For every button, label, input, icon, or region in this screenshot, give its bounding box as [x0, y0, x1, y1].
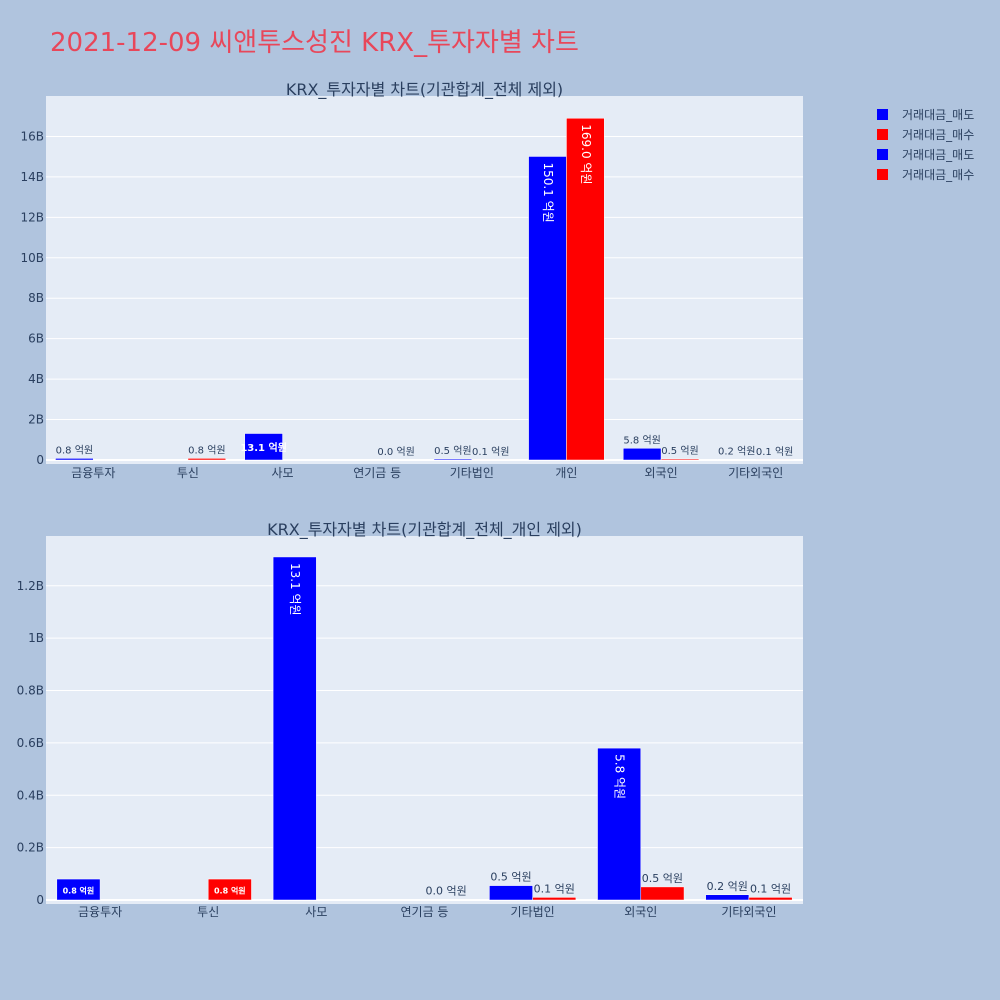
bar-sell [622, 448, 662, 461]
bar-sell [272, 556, 317, 901]
bar-sell [56, 878, 101, 901]
bar-label: 0.8 억원 [188, 444, 225, 456]
legend-item: 거래대금_매도 [902, 108, 974, 122]
x-tick-label: 개인 [555, 466, 577, 480]
x-tick-label: 투신 [197, 905, 219, 919]
y-tick-label: 0.2B [17, 841, 44, 855]
bar-sell [489, 885, 533, 901]
x-tick-label: 외국인 [624, 905, 657, 919]
y-tick-label: 10B [20, 251, 44, 265]
y-tick-label: 8B [28, 291, 44, 305]
bar-label: 0.5 억원 [642, 872, 683, 885]
x-tick-label: 연기금 등 [353, 466, 401, 480]
legend-item: 거래대금_매수 [902, 168, 974, 182]
bar-label: 0.5 억원 [434, 445, 471, 457]
y-tick-label: 1.2B [17, 579, 44, 593]
x-tick-label: 기타법인 [511, 905, 555, 919]
bar-label: 169.0 억원 [579, 124, 593, 184]
bar-label: 0.0 억원 [426, 885, 467, 898]
bar-buy [566, 117, 605, 461]
legend-swatch [877, 129, 888, 140]
bar-sell [597, 747, 642, 901]
legend-swatch [877, 109, 888, 120]
bar-label: 0.2 억원 [718, 446, 755, 458]
x-tick-label: 금융투자 [71, 466, 115, 480]
bar-label: 13.1 억원 [240, 441, 287, 454]
x-tick-label: 연기금 등 [401, 905, 449, 919]
bar-label: 150.1 억원 [541, 162, 555, 222]
x-tick-label: 기타외국인 [721, 905, 776, 919]
bar-buy [640, 886, 685, 901]
legend-item: 거래대금_매수 [902, 128, 974, 142]
y-tick-label: 12B [20, 210, 44, 224]
bar-label: 5.8 억원 [613, 754, 627, 799]
plot-area [46, 536, 803, 904]
legend-item: 거래대금_매도 [902, 148, 974, 162]
plot-area [46, 96, 803, 464]
bar-label: 0.1 억원 [472, 446, 509, 458]
chart-panel-1: 0 2B 4B 6B 8B 10B 12B 14B 16B KRX_투자자별 차트(기관합계_전체… [20, 80, 803, 480]
bar-label: 0.8 억원 [56, 444, 93, 456]
bar-label: 13.1 억원 [288, 563, 302, 616]
y-tick-label: 1B [28, 631, 44, 645]
legend-swatch [877, 169, 888, 180]
y-tick-label: 14B [20, 170, 44, 184]
y-tick-label: 0 [36, 453, 44, 467]
x-tick-label: 외국인 [645, 466, 678, 480]
bar-buy [660, 458, 700, 461]
bar-label: 0.5 억원 [490, 871, 531, 884]
bar-sell [244, 433, 283, 461]
y-tick-label: 16B [20, 129, 44, 143]
y-tick-label: 0.8B [17, 684, 44, 698]
bar-buy [748, 897, 793, 901]
x-tick-label: 금융투자 [78, 905, 122, 919]
y-tick-label: 2B [28, 413, 44, 427]
x-tick-label: 사모 [272, 466, 294, 480]
y-tick-label: 0 [36, 893, 44, 907]
bar-label: 0.8 억원 [214, 886, 246, 896]
bar-label: 0.5 억원 [661, 445, 698, 457]
bar-buy [532, 897, 577, 901]
x-tick-label: 사모 [305, 905, 327, 919]
bar-label: 0.1 억원 [750, 882, 791, 895]
bar-label: 0.0 억원 [377, 446, 414, 458]
x-tick-label: 기타외국인 [728, 466, 783, 480]
legend-swatch [877, 149, 888, 160]
bar-buy [187, 458, 227, 461]
y-tick-label: 0.6B [17, 736, 44, 750]
y-tick-label: 4B [28, 372, 44, 386]
x-tick-label: 투신 [177, 466, 199, 480]
bar-sell [705, 894, 750, 901]
bar-label: 0.1 억원 [534, 882, 575, 895]
bar-label: 0.2 억원 [707, 880, 748, 893]
bar-sell [433, 458, 473, 461]
subplot-title: KRX_투자자별 차트(기관합계_전체 제외) [286, 80, 563, 100]
bar-sell [55, 458, 94, 461]
bar-buy [207, 878, 252, 901]
subplot-title: KRX_투자자별 차트(기관합계_전체_개인 제외) [267, 520, 582, 540]
x-tick-label: 기타법인 [450, 466, 494, 480]
y-tick-label: 6B [28, 332, 44, 346]
bar-label: 5.8 억원 [623, 434, 660, 446]
bar-label: 0.8 억원 [63, 886, 95, 896]
bar-sell [528, 156, 567, 461]
page-title: 2021-12-09 씨앤투스성진 KRX_투자자별 차트 [50, 28, 579, 58]
y-tick-label: 0.4B [17, 788, 44, 802]
chart-panel-2: 0 0.2B 0.4B 0.6B 0.8B 1B 1.2B KRX_투자자별 차트(기관합계_… [17, 520, 803, 919]
bar-label: 0.1 억원 [756, 446, 793, 458]
